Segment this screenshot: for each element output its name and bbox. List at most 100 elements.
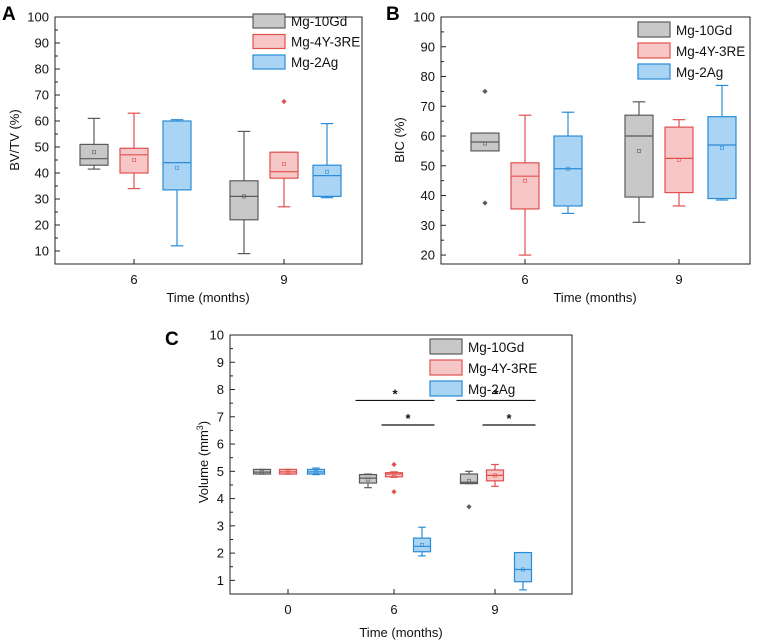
legend-swatch	[252, 54, 286, 70]
panel-c-y-tick-label: 7	[217, 409, 224, 424]
mean-marker	[523, 178, 527, 183]
panel-c-x-tick-label: 0	[284, 602, 291, 617]
panel-b-plot-frame	[440, 16, 751, 265]
mean-marker	[314, 469, 318, 474]
mean-marker	[677, 157, 681, 162]
panel-a-y-axis-label: BV/TV (%)	[7, 109, 22, 170]
panel-a-x-tick-label: 9	[280, 272, 287, 287]
panel-b-y-tick-label: 100	[413, 10, 435, 25]
panel-a-box-mg-10gd	[229, 130, 259, 255]
outlier-point	[466, 504, 472, 510]
panel-b-x-tick-label: 6	[521, 272, 528, 287]
legend-swatch	[429, 380, 463, 397]
panel-a-box-mg-2ag	[312, 122, 342, 199]
outlier-point	[281, 98, 287, 105]
panel-a-y-tick-label: 10	[35, 244, 49, 259]
mean-marker	[242, 194, 246, 199]
mean-marker	[566, 166, 570, 171]
panel-a-box-mg-4y-3re	[269, 98, 299, 208]
panel-b-box-mg-4y-3re	[664, 119, 694, 207]
panel-b-box-mg-2ag	[553, 111, 583, 215]
legend-entry: Mg-4Y-3RE	[291, 35, 360, 50]
panel-c-y-tick-label: 1	[217, 573, 224, 588]
outlier-point	[391, 461, 397, 468]
panel-b-x-axis-label: Time (months)	[553, 290, 636, 305]
legend-entry: Mg-2Ag	[676, 65, 723, 80]
mean-marker	[366, 477, 370, 482]
panel-c-y-axis-label-superscript: 3	[195, 425, 205, 430]
panel-b-legend: Mg-10Gd Mg-4Y-3RE Mg-2Ag	[637, 21, 745, 80]
box-iqr	[229, 180, 259, 221]
panel-c-y-tick-label: 8	[217, 382, 224, 397]
legend-swatch	[252, 33, 286, 50]
panel-c-box-mg-2ag	[513, 551, 533, 591]
panel-a-legend: Mg-10Gd Mg-4Y-3RE Mg-2Ag	[252, 13, 360, 70]
panel-a-y-tick-label: 100	[27, 10, 49, 25]
mean-marker	[467, 478, 471, 483]
box-iqr	[513, 551, 533, 583]
mean-marker	[392, 472, 396, 476]
panel-a-y-tick-label: 40	[35, 166, 49, 181]
panel-c-box-mg-4y-3re	[485, 463, 505, 487]
panel-b-box-mg-10gd	[624, 101, 654, 223]
box-iqr	[162, 120, 192, 191]
panel-a-y-tick-label: 30	[35, 192, 49, 207]
outlier-point	[482, 200, 488, 206]
legend-swatch	[429, 359, 463, 376]
legend-entry: Mg-2Ag	[468, 382, 515, 397]
panel-c-box-mg-10gd	[252, 468, 272, 475]
panel-b-y-tick-label: 50	[421, 158, 435, 173]
legend-entry: Mg-4Y-3RE	[676, 44, 745, 59]
panel-b-y-tick-label: 20	[421, 248, 435, 263]
box-iqr	[412, 537, 432, 553]
legend-swatch	[637, 42, 671, 59]
panel-a-plot-frame	[54, 16, 363, 265]
outlier-point	[391, 489, 397, 495]
mean-marker	[637, 149, 641, 153]
legend-entry: Mg-4Y-3RE	[468, 361, 537, 376]
box-iqr	[510, 162, 540, 210]
panel-c-y-tick-label: 3	[217, 518, 224, 533]
panel-a: A BV/TV (%) Time (months) 10 20 30 40 50 60 70…	[2, 4, 363, 305]
mean-marker	[720, 146, 724, 150]
panel-a-y-tick-label: 70	[35, 88, 49, 103]
panel-a-y-tick-label: 20	[35, 218, 49, 233]
box-iqr	[384, 472, 404, 478]
legend-entry: Mg-10Gd	[676, 23, 732, 38]
panel-c-significance-label: *	[506, 411, 512, 426]
panel-b-box-mg-4y-3re	[510, 114, 540, 256]
outlier-point	[482, 88, 488, 94]
mean-marker	[420, 543, 424, 547]
panel-c-box-mg-10gd	[459, 470, 479, 510]
panel-b-y-axis-label: BIC (%)	[392, 117, 407, 163]
panel-b-y-tick-label: 30	[421, 218, 435, 233]
panel-b-y-tick-label: 90	[421, 39, 435, 54]
panel-a-y-tick-label: 60	[35, 114, 49, 129]
panel-c: C Volume (mm3) Time (months) 12345678910…	[165, 328, 573, 640]
panel-c-box-mg-4y-3re	[278, 468, 298, 475]
panel-b-y-tick-label: 60	[421, 129, 435, 144]
panel-a-y-tick-label: 90	[35, 36, 49, 51]
panel-c-letter: C	[165, 329, 179, 350]
legend-entry: Mg-2Ag	[291, 55, 338, 70]
box-iqr	[79, 143, 109, 166]
panel-c-box-mg-2ag	[306, 467, 326, 476]
mean-marker	[286, 469, 290, 474]
legend-entry: Mg-10Gd	[291, 14, 347, 29]
mean-marker	[483, 141, 487, 146]
mean-marker	[92, 150, 96, 155]
legend-swatch	[252, 13, 286, 29]
panel-b-y-tick-label: 40	[421, 188, 435, 203]
panel-c-y-axis-label-prefix: Volume (mm	[196, 430, 211, 503]
panel-b-x-tick-label: 9	[675, 272, 682, 287]
panel-c-plot-frame	[229, 334, 573, 595]
panel-c-y-tick-label: 9	[217, 355, 224, 370]
panel-c-y-axis-label-suffix: )	[196, 421, 211, 425]
panel-c-box-mg-10gd	[358, 473, 378, 489]
panel-b-box-mg-2ag	[707, 84, 737, 201]
panel-c-box-mg-4y-3re	[384, 461, 404, 495]
legend-swatch	[637, 63, 671, 80]
box-iqr	[707, 116, 737, 200]
box-iqr	[358, 473, 378, 484]
panel-b: B BIC (%) Time (months) 20 30 40 50 60 70 80 90…	[386, 4, 751, 305]
